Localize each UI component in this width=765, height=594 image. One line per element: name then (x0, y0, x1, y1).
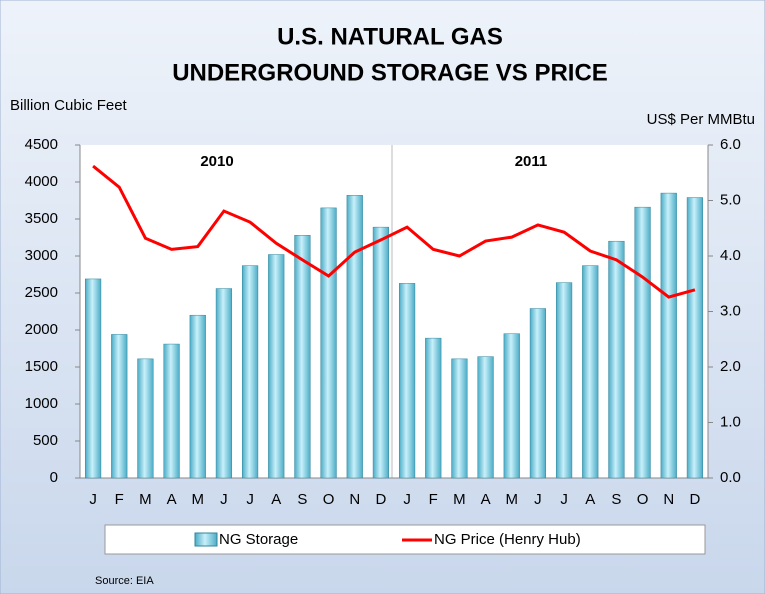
x-tick-label: A (585, 491, 595, 508)
bar (477, 356, 494, 479)
plot-area (80, 145, 708, 478)
x-tick-label: M (139, 491, 152, 508)
y-tick-label: 3000 (25, 247, 58, 264)
y-tick-label: 1000 (25, 395, 58, 412)
bar (346, 195, 363, 479)
bar (660, 192, 677, 479)
y2-axis-label: US$ Per MMBtu (647, 111, 755, 128)
bar (686, 197, 704, 479)
x-tick-label: N (349, 491, 360, 508)
year-label: 2010 (200, 153, 233, 170)
y-tick-label: 4500 (25, 136, 58, 153)
y-tick-label: 1500 (25, 358, 58, 375)
x-tick-label: M (453, 491, 466, 508)
x-tick-label: S (297, 491, 307, 508)
x-tick-label: S (611, 491, 621, 508)
bar (111, 334, 128, 479)
x-tick-label: J (246, 491, 254, 508)
x-tick-label: F (115, 491, 124, 508)
bar (268, 254, 285, 479)
bar (137, 358, 154, 479)
bar (241, 265, 259, 479)
y-tick-label: 4000 (25, 173, 58, 190)
bar (608, 240, 625, 479)
bar (398, 283, 416, 479)
y-axis-label: Billion Cubic Feet (10, 97, 128, 114)
x-tick-label: F (429, 491, 438, 508)
x-tick-label: J (403, 491, 411, 508)
price-line (92, 164, 696, 299)
chart-title: U.S. NATURAL GAS (277, 23, 503, 50)
bar (529, 308, 547, 479)
bar (425, 337, 442, 479)
x-tick-label: A (271, 491, 281, 508)
legend-swatch (194, 532, 218, 547)
x-tick-label: A (481, 491, 491, 508)
x-tick-label: O (637, 491, 649, 508)
bar (163, 343, 180, 479)
y2-tick-label: 0.0 (720, 469, 741, 486)
legend-label: NG Storage (219, 531, 298, 548)
y2-tick-label: 1.0 (720, 413, 741, 430)
bar (84, 278, 102, 479)
bar (320, 207, 337, 479)
bar (582, 265, 599, 479)
bar (215, 288, 233, 479)
x-tick-label: J (89, 491, 97, 508)
year-label: 2011 (515, 153, 548, 170)
bar (294, 235, 311, 479)
x-tick-label: J (220, 491, 228, 508)
x-tick-label: M (192, 491, 205, 508)
bar (555, 282, 573, 479)
y-tick-label: 2000 (25, 321, 58, 338)
x-tick-label: N (663, 491, 674, 508)
bar (451, 358, 468, 479)
x-tick-label: J (534, 491, 542, 508)
x-tick-label: D (689, 491, 700, 508)
y2-tick-label: 6.0 (720, 136, 741, 153)
x-tick-label: O (323, 491, 335, 508)
bar (634, 206, 651, 479)
bar (503, 333, 520, 479)
chart-title: UNDERGROUND STORAGE VS PRICE (172, 59, 608, 86)
y2-tick-label: 4.0 (720, 247, 741, 264)
y-tick-label: 3500 (25, 210, 58, 227)
bar (372, 226, 390, 479)
y2-tick-label: 5.0 (720, 191, 741, 208)
x-tick-label: D (375, 491, 386, 508)
y-tick-label: 500 (33, 432, 58, 449)
source: Source: EIA (95, 575, 154, 587)
y-tick-label: 2500 (25, 284, 58, 301)
y2-tick-label: 3.0 (720, 302, 741, 319)
y2-tick-label: 2.0 (720, 358, 741, 375)
x-tick-label: M (506, 491, 519, 508)
y-tick-label: 0 (50, 469, 58, 486)
x-tick-label: J (560, 491, 568, 508)
x-tick-label: A (167, 491, 177, 508)
bar (189, 314, 206, 479)
legend-label: NG Price (Henry Hub) (434, 531, 581, 548)
